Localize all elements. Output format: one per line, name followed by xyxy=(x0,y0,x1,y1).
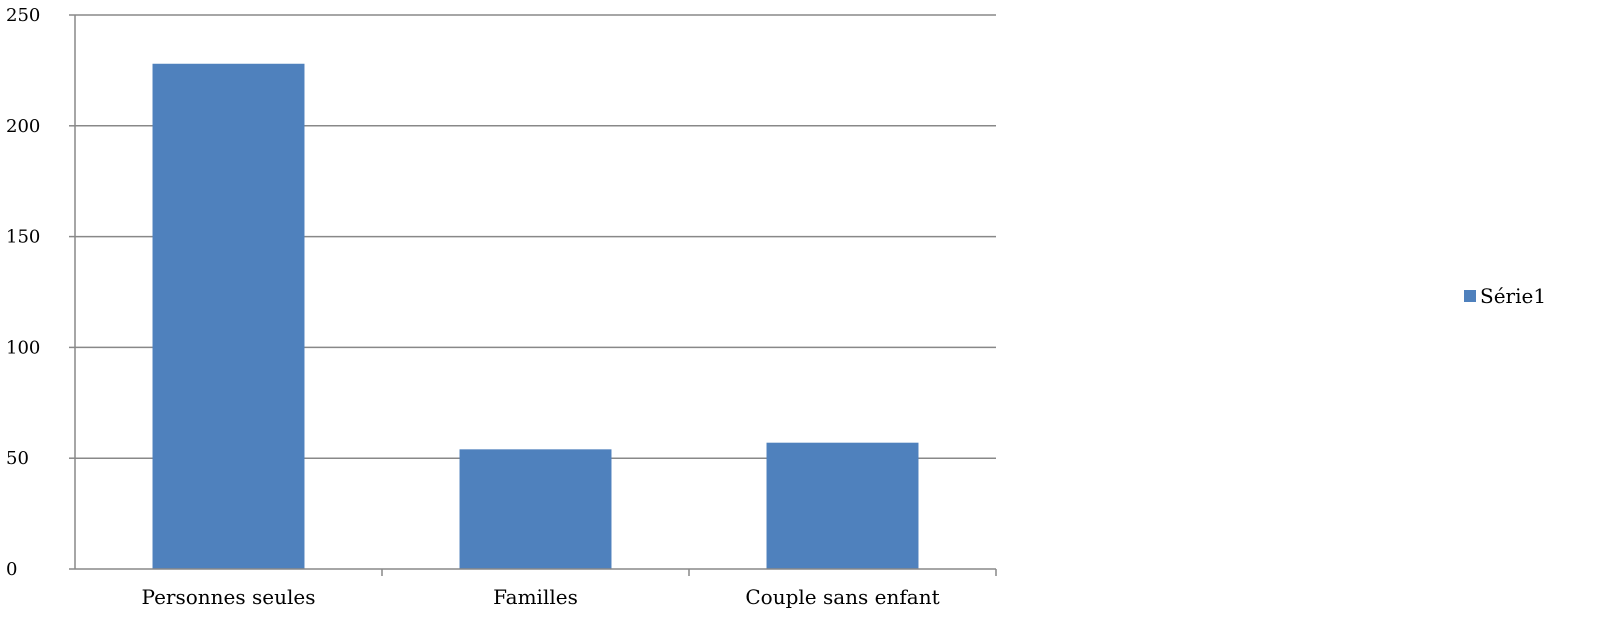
y-tick-label: 150 xyxy=(6,227,40,248)
x-category-labels: Personnes seules Familles Couple sans enfa… xyxy=(142,585,940,609)
bar xyxy=(766,442,919,569)
y-tick-label: 200 xyxy=(6,116,40,137)
y-tick-label: 100 xyxy=(6,337,40,358)
legend-label: Série1 xyxy=(1480,284,1546,308)
bar xyxy=(459,449,612,569)
y-tick-labels: 0 50 100 150 200 250 xyxy=(6,5,40,580)
y-tick-label: 250 xyxy=(6,5,40,26)
legend: Série1 xyxy=(1464,284,1546,308)
x-category-label: Familles xyxy=(493,585,578,609)
axes xyxy=(69,14,997,576)
x-category-label: Personnes seules xyxy=(142,585,316,609)
y-tick-label: 50 xyxy=(6,448,29,469)
x-category-label: Couple sans enfant xyxy=(745,585,939,609)
bars xyxy=(152,63,919,569)
bar xyxy=(152,63,305,569)
legend-swatch xyxy=(1464,290,1476,302)
y-tick-label: 0 xyxy=(6,559,17,580)
